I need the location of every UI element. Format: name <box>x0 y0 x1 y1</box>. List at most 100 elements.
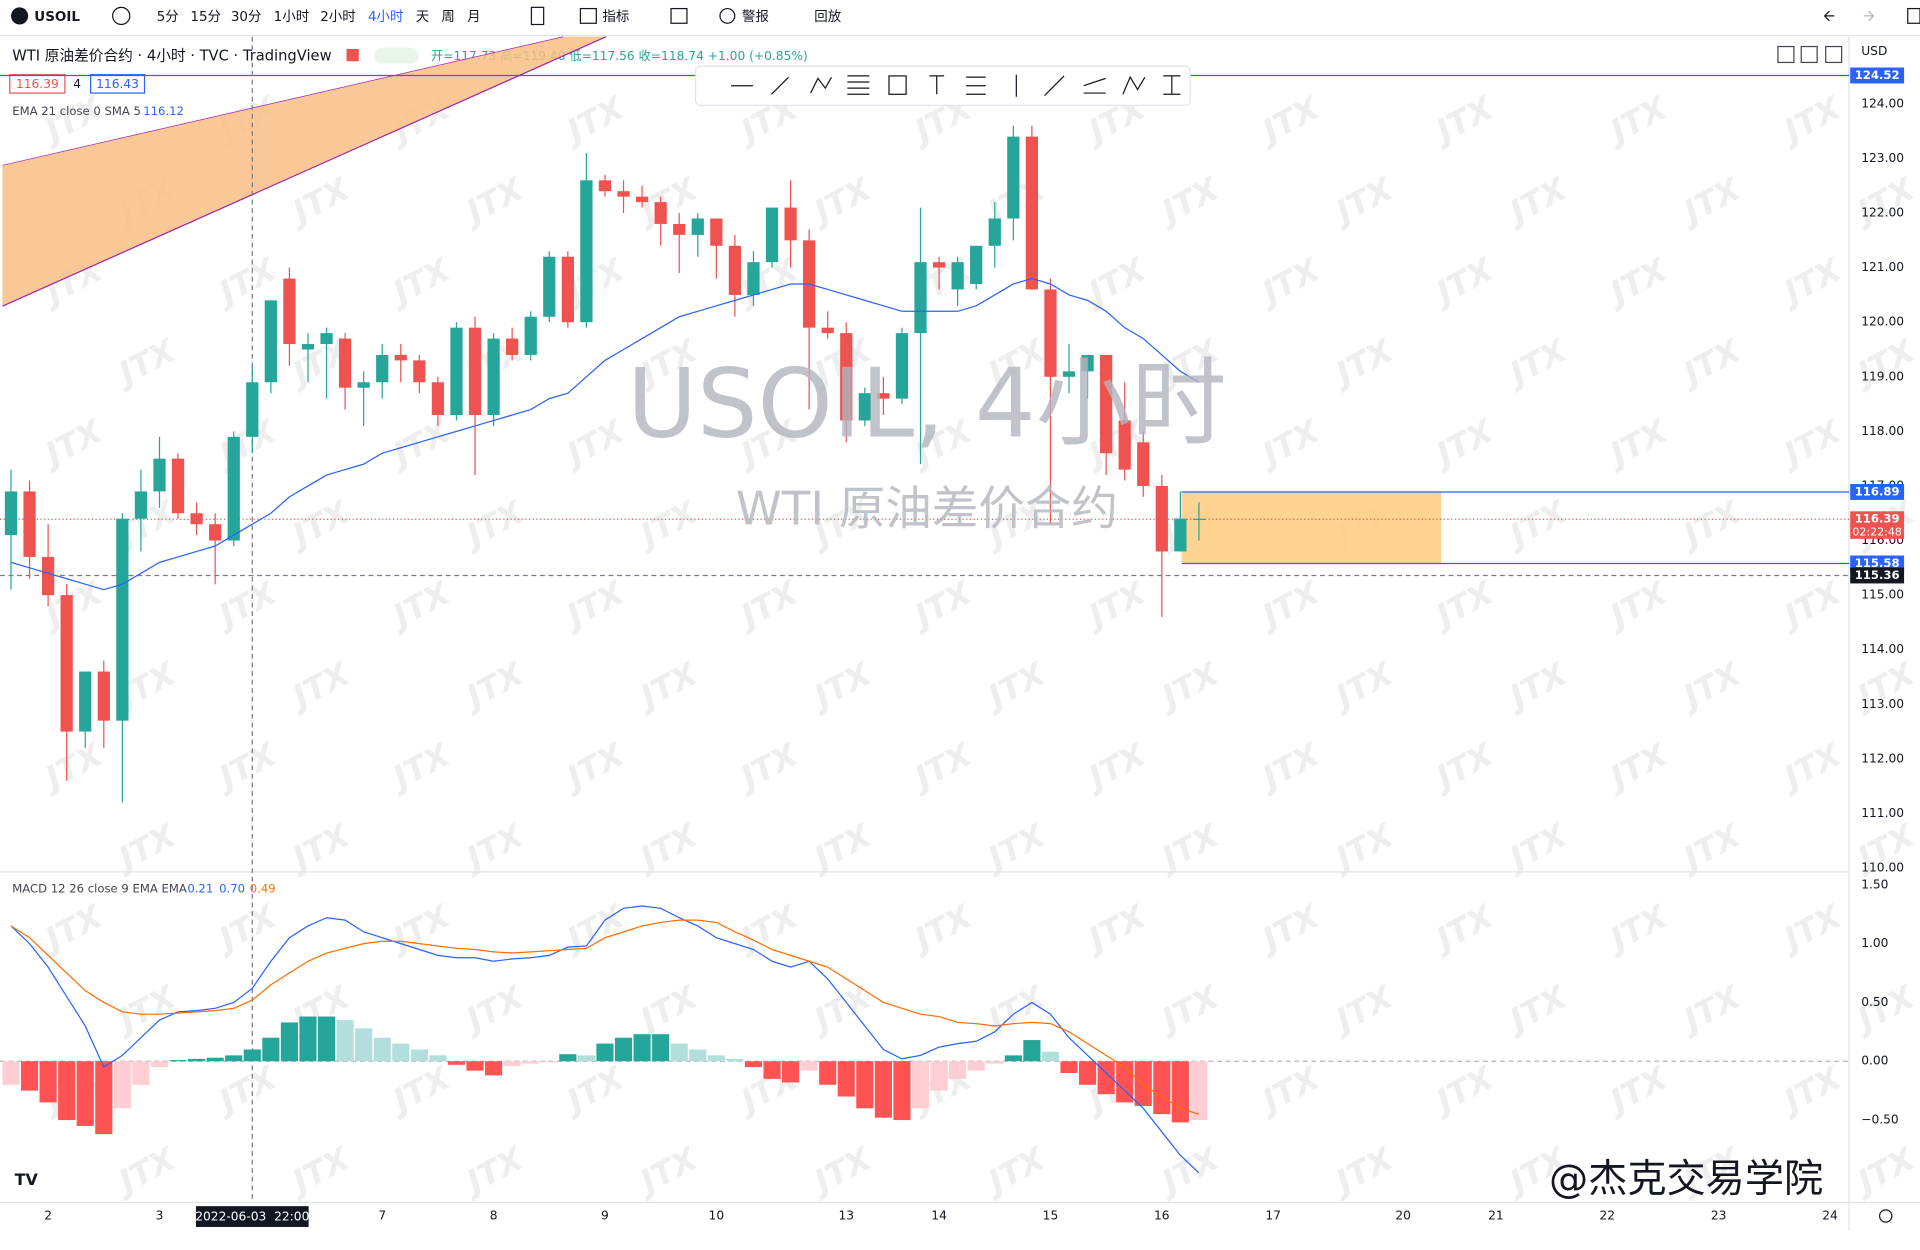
add-symbol[interactable] <box>112 6 131 26</box>
histogram-bar <box>373 1037 391 1062</box>
crosshair-price-bg <box>1850 567 1905 584</box>
tool-pitch[interactable] <box>1083 77 1106 94</box>
last-price-label-bg <box>1850 511 1905 528</box>
candle-body <box>691 218 704 235</box>
logo[interactable]: TV <box>15 1170 39 1189</box>
interval[interactable]: 30分 <box>231 9 262 25</box>
crosshair-time: 2022-06-03 22:00 <box>195 1210 309 1224</box>
x-tick-label: 20 <box>1395 1208 1411 1222</box>
tool-path[interactable] <box>810 76 832 94</box>
candle-body <box>914 262 927 334</box>
btn-settings[interactable] <box>1825 45 1843 64</box>
bid-box[interactable] <box>9 74 66 94</box>
candle-body <box>1007 136 1020 219</box>
candle-body <box>765 207 779 263</box>
symbol[interactable]: USOIL <box>34 10 80 25</box>
candle-body <box>487 338 500 416</box>
candle-body <box>301 344 315 350</box>
histogram-bar <box>503 1061 521 1066</box>
signal-line <box>10 919 1200 1115</box>
currency[interactable]: USD <box>1861 44 1887 58</box>
candle-body <box>320 333 333 345</box>
macd-line <box>10 905 1200 1174</box>
y-tick-label: 112.00 <box>1861 751 1904 765</box>
candle-body <box>357 382 370 388</box>
histogram-bar <box>763 1061 781 1079</box>
histogram-bar <box>967 1061 985 1071</box>
layout[interactable] <box>670 7 688 24</box>
replay[interactable]: 回放 <box>814 9 841 25</box>
candle-body <box>97 671 110 721</box>
candle-body <box>747 262 760 295</box>
interval[interactable]: 周 <box>441 10 454 25</box>
histogram-bar <box>577 1055 595 1062</box>
symbol-watermark: USOIL, 4小时 <box>627 348 1227 460</box>
countdown-bg <box>1850 525 1905 539</box>
interval[interactable]: 月 <box>467 10 480 25</box>
alert[interactable]: 警报 <box>742 9 769 25</box>
histogram-bar <box>1097 1061 1115 1095</box>
histogram-bar <box>874 1061 892 1118</box>
candle-body <box>190 513 203 525</box>
chart-type[interactable] <box>530 6 545 26</box>
redo[interactable] <box>1863 10 1874 22</box>
tool-ray[interactable] <box>1044 75 1065 96</box>
tool-trend[interactable] <box>770 76 790 95</box>
price-label-bg <box>1850 484 1905 500</box>
interval[interactable]: 2小时 <box>320 9 355 25</box>
undo[interactable] <box>1824 10 1835 22</box>
histogram-bar <box>225 1055 243 1062</box>
histogram-bar <box>169 1060 187 1062</box>
histogram-bar <box>949 1061 967 1079</box>
histogram-bar <box>429 1055 447 1062</box>
drawing-tools <box>731 74 1181 97</box>
tool-fib[interactable] <box>847 75 870 95</box>
histogram-bar <box>280 1022 298 1062</box>
channel-line[interactable] <box>2 36 564 166</box>
candle-body <box>1174 518 1187 552</box>
histogram-bar <box>206 1057 224 1062</box>
tool-text[interactable] <box>929 75 945 95</box>
histogram-bar <box>707 1055 725 1062</box>
histogram-bar <box>262 1037 280 1062</box>
x-tick-label: 17 <box>1265 1208 1281 1222</box>
fullscreen[interactable] <box>1907 7 1920 24</box>
candle-body <box>413 360 426 383</box>
x-tick-label: 23 <box>1711 1208 1727 1222</box>
histogram-bar <box>410 1049 428 1062</box>
histogram-bar <box>744 1061 763 1068</box>
x-tick-label: 14 <box>931 1208 947 1222</box>
candle-body <box>41 556 55 596</box>
btn-down[interactable] <box>1777 45 1795 64</box>
interval[interactable]: 5分 <box>157 9 179 25</box>
indicators[interactable]: 指标 <box>602 9 629 25</box>
candle-body <box>264 300 277 383</box>
tool-measure[interactable] <box>1163 75 1181 95</box>
interval[interactable]: 15分 <box>190 9 221 25</box>
tool-channel[interactable] <box>966 76 986 95</box>
interval[interactable]: 4小时 <box>368 9 403 25</box>
hist-value: 0.49 <box>250 882 276 896</box>
btn-close[interactable] <box>1800 45 1818 64</box>
channel-line[interactable] <box>2 36 607 307</box>
tool-pattern[interactable] <box>1122 75 1146 95</box>
y-tick-label: 119.00 <box>1861 369 1904 383</box>
symbol-icon <box>11 7 29 25</box>
histogram-bar <box>1023 1040 1041 1062</box>
candle-body <box>1192 518 1206 520</box>
x-tick-label: 10 <box>709 1208 725 1222</box>
tool-rect[interactable] <box>888 75 907 95</box>
y-tick-label: 121.00 <box>1861 260 1904 274</box>
settings[interactable] <box>1878 1209 1893 1223</box>
y-tick-label: 0.50 <box>1861 995 1888 1009</box>
macd-value: 0.21 <box>187 882 213 896</box>
histogram-bar <box>819 1061 837 1085</box>
interval[interactable]: 天 <box>416 10 429 25</box>
candle-body <box>840 333 853 421</box>
candle-body <box>246 382 259 437</box>
candle-body <box>561 256 574 323</box>
histogram-bar <box>39 1061 57 1103</box>
ask-box[interactable] <box>90 74 146 94</box>
histogram-bar <box>58 1061 76 1121</box>
interval[interactable]: 1小时 <box>274 9 309 25</box>
